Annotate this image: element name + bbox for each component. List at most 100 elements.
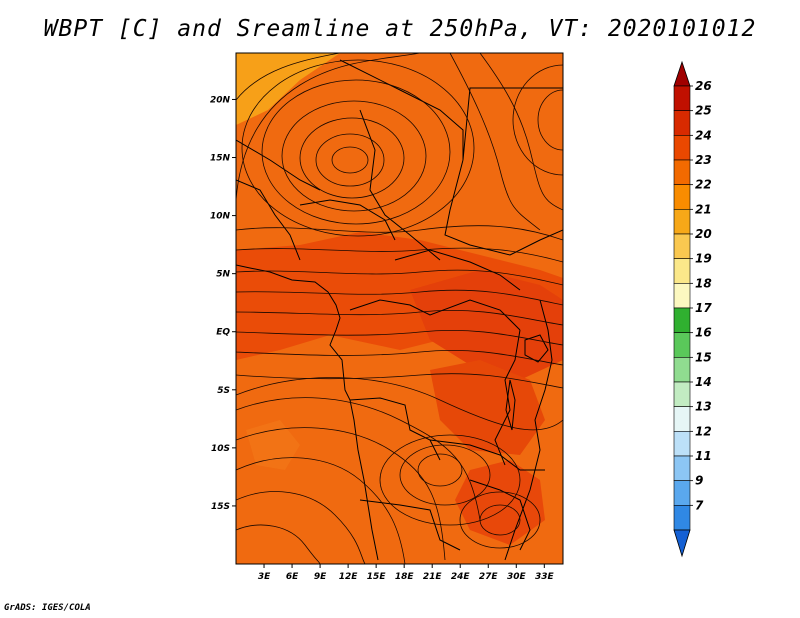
streamline-northern-arc: [449, 53, 541, 231]
colorbar-label: 15: [695, 350, 712, 364]
streamline-anticyclone-ring: [261, 79, 451, 225]
map-frame: [235, 52, 564, 565]
streamline-zonal: [236, 330, 563, 346]
streamline-zonal: [236, 373, 563, 389]
latitude-tick-label: 10N: [210, 212, 231, 222]
latitude-tick-label: 15S: [211, 502, 230, 512]
colorbar-segment: [673, 406, 691, 432]
longitude-tick-label: 9E: [314, 572, 327, 582]
latitude-tick-label: 15N: [210, 154, 231, 164]
colorbar-label: 7: [695, 498, 704, 512]
colorbar-label: 25: [695, 104, 712, 118]
colorbar-label: 22: [695, 178, 712, 192]
field-zone-23-southeast: [455, 460, 545, 545]
colorbar-label: 19: [695, 252, 712, 266]
colorbar-label: 16: [695, 326, 712, 340]
longitude-tick-label: 3E: [258, 572, 271, 582]
lake-tanganyika: [505, 379, 516, 431]
streamline-southern-arc: [236, 427, 446, 561]
border-car-congo: [394, 249, 521, 291]
streamline-anticyclone-ring: [281, 100, 427, 212]
streamline-northern-arc: [236, 53, 341, 101]
colorbar-segment: [673, 307, 691, 333]
longitude-tick-label: 18E: [395, 572, 415, 582]
colorbar-segment: [673, 431, 691, 457]
colorbar-segment: [673, 209, 691, 235]
longitude-tick-label: 27E: [479, 572, 499, 582]
grads-credit: GrADS: IGES/COLA: [4, 603, 91, 613]
colorbar-label: 13: [695, 400, 712, 414]
streamline-se-ring: [459, 491, 541, 549]
border-algeria-niger: [236, 139, 321, 191]
longitude-tick-label: 6E: [286, 572, 299, 582]
colorbar-segment: [673, 505, 691, 531]
map-title: WBPT [C] and Sreamline at 250hPa, VT: 20…: [43, 16, 757, 42]
streamline-southern-ring: [399, 444, 491, 506]
border-zimbabwe-mozambique: [469, 479, 531, 551]
coast-east-africa: [504, 299, 553, 561]
wbpt-field: [236, 53, 563, 564]
colorbar-label: 26: [695, 79, 712, 93]
streamline-zonal: [236, 225, 563, 241]
longitude-tick-label: 15E: [367, 572, 387, 582]
border-zambia: [429, 439, 545, 471]
lake-victoria: [524, 334, 549, 363]
colorbar: 26 25 24 23 22 21 20 19 18 17 16 15 14 13 12 11 9 7: [673, 60, 712, 558]
colorbar-segment: [673, 455, 691, 481]
colorbar-segment: [673, 332, 691, 358]
longitude-tick-label: 30E: [507, 572, 527, 582]
latitude-axis: 20N 15N 10N 5N EQ 5S 10S 15S: [210, 95, 236, 512]
colorbar-label: 9: [695, 474, 703, 488]
streamline-anticyclone-ring: [299, 117, 405, 199]
latitude-tick-label: 5S: [217, 386, 230, 396]
colorbar-label: 18: [695, 276, 712, 290]
streamline-southern-arc: [236, 457, 406, 564]
coastlines-borders: [236, 59, 563, 561]
streamline-anticyclone-ring: [315, 133, 385, 187]
latitude-tick-label: 10S: [211, 444, 230, 454]
streamline-southern-ring: [417, 453, 463, 487]
colorbar-segment: [673, 283, 691, 309]
streamline-northern-arc: [479, 53, 563, 211]
colorbar-segment: [673, 357, 691, 383]
border-sudan: [444, 159, 563, 256]
colorbar-segment: [673, 233, 691, 259]
streamline-anticyclone-ring: [241, 59, 475, 237]
colorbar-label: 20: [695, 227, 712, 241]
streamline-zonal: [236, 247, 563, 263]
streamlines: [236, 53, 563, 564]
longitude-tick-label: 12E: [339, 572, 359, 582]
streamline-zonal: [236, 350, 563, 366]
streamline-northern-arc: [236, 53, 421, 201]
streamline-zonal: [236, 289, 563, 306]
latitude-tick-label: 20N: [210, 95, 231, 105]
colorbar-segment: [673, 184, 691, 210]
colorbar-top-arrow: [673, 60, 691, 87]
streamline-southern-arc: [236, 524, 321, 564]
border-niger-nigeria: [299, 199, 396, 241]
colorbar-bottom-arrow: [673, 529, 691, 558]
coastline-west-africa: [236, 264, 379, 561]
streamline-anticyclone-ring: [331, 146, 369, 174]
streamline-southern-arc: [236, 397, 481, 521]
streamline-southern-arc: [236, 491, 366, 564]
colorbar-segment: [673, 480, 691, 506]
colorbar-segment: [673, 258, 691, 284]
colorbar-segment: [673, 85, 691, 111]
colorbar-segment: [673, 135, 691, 161]
border-drc-north: [349, 299, 521, 331]
colorbar-label: 21: [695, 202, 712, 216]
field-zone-21: [236, 53, 340, 125]
colorbar-label: 24: [695, 128, 712, 142]
streamline-zonal: [236, 310, 563, 326]
border-angola: [349, 397, 441, 461]
field-zone-23-south: [430, 360, 545, 455]
streamline-southern-ring: [379, 434, 521, 526]
colorbar-label: 14: [695, 375, 712, 389]
colorbar-segment: [673, 110, 691, 136]
border-west-sahel: [236, 179, 301, 261]
border-namibia-botswana: [359, 499, 461, 551]
border-libya-egypt: [339, 59, 563, 161]
streamline-ne-ring: [537, 89, 563, 151]
